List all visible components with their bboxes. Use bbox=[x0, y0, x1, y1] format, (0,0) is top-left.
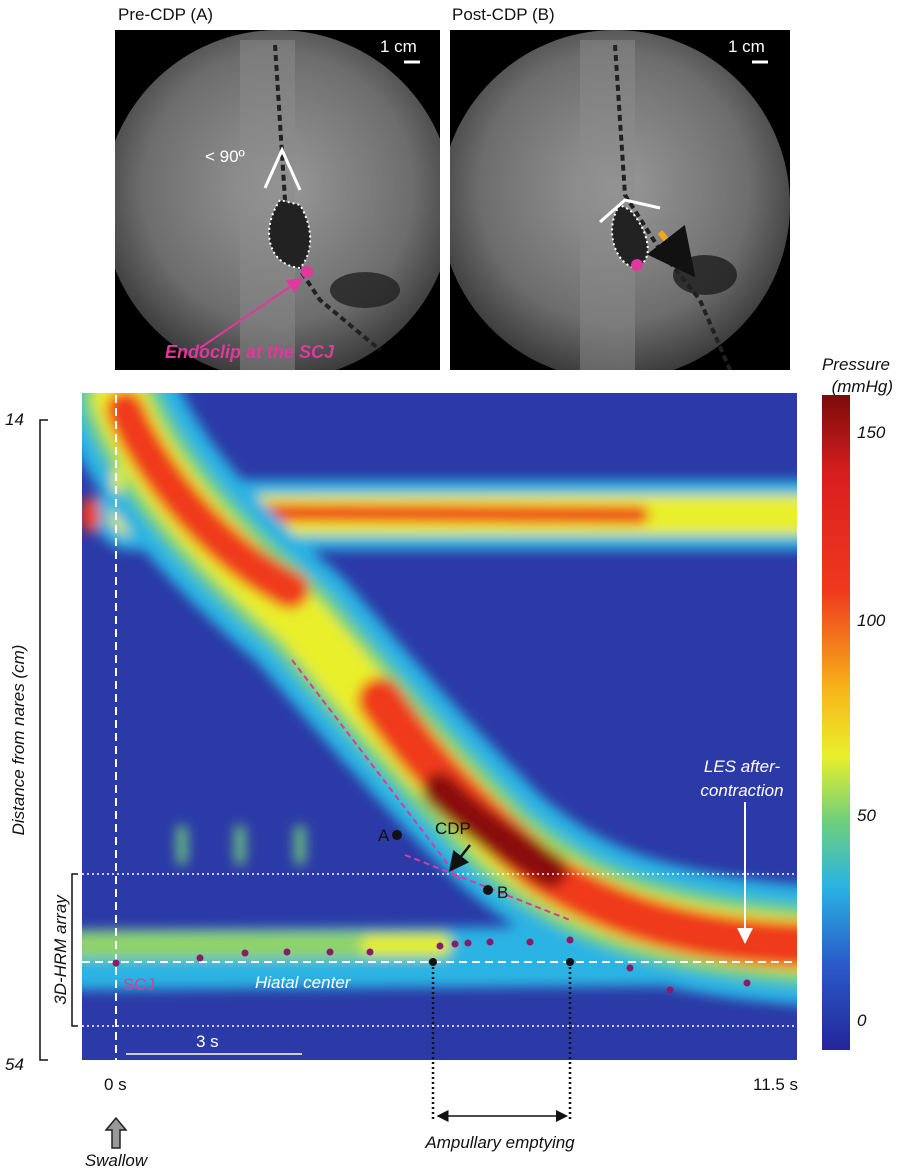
scj-dots-part bbox=[436, 942, 444, 950]
les-label: LES after- bbox=[704, 757, 781, 776]
hiatal-label: Hiatal center bbox=[255, 973, 352, 992]
scj-dots-part bbox=[196, 954, 204, 962]
scj-dots-part bbox=[626, 964, 634, 972]
swallow-label: Swallow bbox=[85, 1151, 149, 1170]
time-scale-label: 3 s bbox=[196, 1032, 219, 1051]
pressure-bands-part bbox=[82, 497, 100, 533]
scj-dots-part bbox=[366, 948, 374, 956]
pressure-bands-part bbox=[106, 393, 309, 609]
pressure-topography bbox=[82, 393, 797, 1060]
colorbar-title: (mmHg) bbox=[832, 377, 893, 396]
esophagus-outline bbox=[268, 198, 312, 270]
scj-dots-part bbox=[666, 986, 674, 994]
scj-dots-part bbox=[283, 948, 291, 956]
cdp-arrow bbox=[448, 844, 471, 872]
pressure-bands-part bbox=[422, 772, 568, 888]
scj-dots-part bbox=[486, 938, 494, 946]
fluoro-b bbox=[450, 30, 790, 370]
x-end-label: 11.5 s bbox=[753, 1075, 798, 1094]
angle-mark bbox=[599, 198, 661, 224]
x-start-label: 0 s bbox=[104, 1075, 127, 1094]
y-bottom-label: 54 bbox=[5, 1055, 24, 1074]
endoclip bbox=[301, 266, 313, 278]
scale-label: 1 cm bbox=[728, 37, 765, 56]
scj-dots-part bbox=[743, 979, 751, 987]
point-label: A bbox=[378, 826, 390, 845]
pressure-bands-part bbox=[177, 825, 305, 865]
point-a bbox=[392, 830, 402, 840]
scj-label: SCJ bbox=[123, 975, 155, 994]
scj-dots-part bbox=[464, 939, 472, 947]
point-b bbox=[483, 885, 493, 895]
clip-arrow bbox=[199, 277, 304, 349]
colorbar-tick: 50 bbox=[857, 806, 876, 825]
y-top-label: 14 bbox=[5, 410, 24, 429]
colorbar-title: Pressure bbox=[822, 355, 890, 374]
panel-label: Pre-CDP (A) bbox=[118, 5, 213, 24]
scj-dots-part bbox=[526, 938, 534, 946]
colorbar-tick: 100 bbox=[857, 611, 886, 630]
colorbar bbox=[822, 395, 850, 1050]
scj-dots-part bbox=[451, 940, 459, 948]
tangent bbox=[291, 659, 461, 881]
emptying-arrow bbox=[646, 224, 696, 278]
angle-label: < 90º bbox=[205, 147, 245, 166]
scj-dots-part bbox=[326, 948, 334, 956]
scj-dots bbox=[112, 936, 751, 994]
array-label: 3D-HRM array bbox=[51, 894, 70, 1005]
colorbar-tick: 0 bbox=[857, 1011, 867, 1030]
clip-label: Endoclip at the SCJ bbox=[165, 342, 335, 362]
les-label: contraction bbox=[700, 781, 783, 800]
pressure-bands bbox=[82, 393, 797, 1005]
y-bracket bbox=[39, 419, 48, 1061]
fluoro-a bbox=[115, 30, 440, 370]
swallow-arrow bbox=[104, 1116, 128, 1149]
scj-dots-part bbox=[566, 936, 574, 944]
y-axis-label: Distance from nares (cm) bbox=[9, 645, 28, 836]
scj-dots-part bbox=[241, 949, 249, 957]
ampullary-label: Ampullary emptying bbox=[424, 1133, 575, 1152]
cdp-label: CDP bbox=[435, 819, 471, 838]
endoclip bbox=[631, 259, 643, 271]
stomach-contrast bbox=[330, 272, 400, 308]
pressure-bands-part bbox=[112, 466, 124, 494]
colorbar-tick: 150 bbox=[857, 423, 886, 442]
scj-dots-part bbox=[112, 959, 120, 967]
panel-label: Post-CDP (B) bbox=[452, 5, 555, 24]
esophagus-outline bbox=[611, 203, 649, 270]
spine bbox=[580, 40, 635, 370]
angle-mark bbox=[263, 146, 302, 191]
point-label: B bbox=[497, 883, 508, 902]
array-bracket bbox=[71, 873, 78, 1027]
scale-label: 1 cm bbox=[380, 37, 417, 56]
